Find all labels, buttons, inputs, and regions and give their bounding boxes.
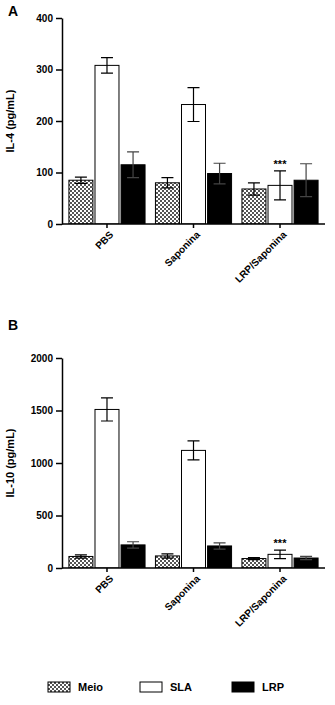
tick: Saponina (162, 224, 202, 269)
error-bar (188, 88, 200, 122)
tick: 0 (47, 219, 62, 230)
tick: 500 (36, 510, 62, 521)
legend-swatch (140, 682, 162, 692)
tick: LRP/Saponina (233, 568, 289, 629)
tick-label: 0 (47, 563, 53, 574)
tick-label: 400 (36, 13, 53, 24)
panel-label: A (8, 3, 18, 19)
legend-swatch (232, 682, 254, 692)
tick-mark (56, 172, 62, 174)
error-bar (274, 171, 286, 200)
tick-label: PBS (93, 573, 116, 596)
tick-label: 100 (36, 167, 53, 178)
tick-mark (279, 568, 281, 572)
tick-mark (56, 69, 62, 71)
bar (95, 65, 119, 224)
bar (69, 180, 93, 224)
tick-label: 2000 (31, 353, 54, 364)
tick-mark (56, 121, 62, 123)
legend-label: Meio (78, 681, 103, 693)
panel: *** 0 500 1000 1500 2000 PBS Saponina LRP/Saponi… (4, 317, 325, 629)
bar (95, 409, 119, 568)
error-bar (127, 152, 139, 178)
tick-mark (56, 515, 62, 517)
tick-label: LRP/Saponina (233, 229, 289, 285)
tick-mark (56, 224, 62, 226)
tick-mark (56, 358, 62, 360)
tick-mark (279, 224, 281, 228)
legend: Meio SLA LRP (48, 681, 284, 693)
axis-title: IL-10 (pg/mL) (4, 428, 16, 497)
tick: PBS (93, 224, 116, 251)
tick-label: 0 (47, 219, 53, 230)
error-bar (214, 543, 226, 549)
error-bar (101, 398, 113, 421)
tick-mark (106, 568, 108, 572)
tick-label: LRP/Saponina (233, 573, 289, 629)
error-bar (75, 177, 87, 183)
error-bar (127, 542, 139, 548)
error-bar (214, 163, 226, 184)
tick-label: PBS (93, 229, 116, 252)
tick: PBS (93, 568, 116, 595)
tick-mark (56, 18, 62, 20)
x-axis: PBS Saponina LRP/Saponina (62, 568, 325, 629)
annotation: *** (274, 537, 288, 549)
x-axis: PBS Saponina LRP/Saponina (62, 224, 325, 285)
tick: LRP/Saponina (233, 224, 289, 285)
axis-title: IL-4 (pg/mL) (4, 89, 16, 152)
y-axis: 0 500 1000 1500 2000 (31, 353, 63, 574)
error-bar (248, 558, 260, 560)
error-bar (188, 441, 200, 460)
tick: Saponina (162, 568, 202, 613)
bar (182, 450, 206, 568)
tick: 100 (36, 167, 62, 178)
tick: 400 (36, 13, 62, 24)
tick-mark (56, 568, 62, 570)
tick-label: Saponina (162, 229, 202, 269)
tick: 1500 (31, 405, 62, 416)
error-bar (161, 554, 173, 558)
legend-label: LRP (262, 681, 284, 693)
tick-mark (56, 410, 62, 412)
annotation: *** (274, 158, 288, 170)
tick: 0 (47, 563, 62, 574)
bar (155, 183, 179, 224)
error-bar (300, 556, 312, 559)
error-bar (300, 164, 312, 197)
tick-label: 300 (36, 64, 53, 75)
tick: 2000 (31, 353, 62, 364)
tick-label: 1000 (31, 458, 54, 469)
legend-swatch (48, 682, 70, 692)
error-bar (274, 550, 286, 558)
plot-area (69, 58, 318, 224)
figure: *** 0 100 200 300 400 PBS Saponina LRP/Saponina I… (0, 0, 335, 705)
tick-mark (106, 224, 108, 228)
tick: 1000 (31, 458, 62, 469)
tick: 300 (36, 64, 62, 75)
tick-label: 1500 (31, 405, 54, 416)
tick-mark (193, 568, 195, 572)
tick-mark (193, 224, 195, 228)
error-bar (75, 555, 87, 558)
y-axis: 0 100 200 300 400 (36, 13, 62, 230)
tick-label: Saponina (162, 573, 202, 613)
error-bar (248, 183, 260, 195)
error-bar (161, 178, 173, 188)
error-bar (101, 58, 113, 73)
tick-label: 200 (36, 116, 53, 127)
tick-label: 500 (36, 510, 53, 521)
panel-label: B (8, 317, 18, 333)
plot-area (69, 398, 318, 568)
tick-mark (56, 463, 62, 465)
legend-label: SLA (170, 681, 192, 693)
tick: 200 (36, 116, 62, 127)
panel: *** 0 100 200 300 400 PBS Saponina LRP/Saponina I… (4, 3, 325, 285)
bar (182, 105, 206, 224)
